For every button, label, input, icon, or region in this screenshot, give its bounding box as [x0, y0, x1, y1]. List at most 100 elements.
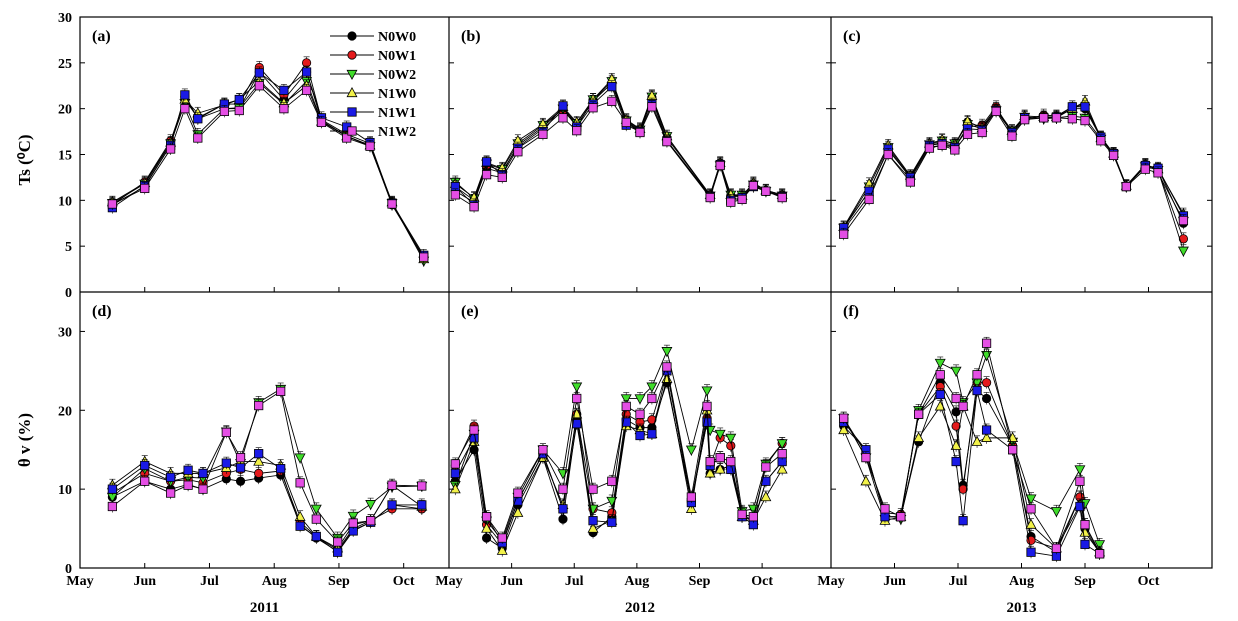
data-point	[958, 401, 968, 411]
legend-entry-N0W1: N0W1	[330, 49, 416, 64]
data-point	[950, 145, 960, 155]
series-N1W1-bottom	[839, 384, 1105, 563]
data-point	[635, 409, 645, 419]
data-point	[838, 423, 850, 435]
data-point	[935, 370, 945, 380]
data-point	[588, 484, 598, 494]
x-tick-label: Aug	[1009, 574, 1034, 589]
panel-label: (d)	[92, 303, 112, 320]
series-line	[843, 381, 1100, 555]
legend: N0W0 N0W1 N0W2 N1W0 N1W1 N1W2	[330, 30, 416, 140]
legend-entry-N1W0: N1W0	[330, 86, 416, 102]
series-N1W1-bottom	[107, 447, 427, 559]
data-point	[558, 113, 568, 123]
data-point	[449, 483, 461, 494]
x-tick-label: Jul	[949, 574, 968, 589]
data-point	[864, 194, 874, 205]
data-point	[1095, 549, 1105, 559]
data-point	[661, 347, 673, 358]
panel-label: (b)	[461, 28, 481, 45]
data-point	[558, 504, 568, 514]
data-point	[180, 104, 190, 114]
legend-label: N1W2	[378, 125, 416, 140]
data-point	[365, 500, 377, 511]
legend-entry-N0W0: N0W0	[330, 30, 416, 45]
data-point	[981, 378, 992, 388]
data-point	[572, 393, 582, 404]
data-point	[715, 452, 725, 463]
legend-label: N0W2	[378, 68, 416, 83]
series-line	[843, 110, 1184, 235]
data-point	[417, 500, 427, 510]
data-point	[417, 481, 427, 491]
data-point	[279, 85, 289, 95]
series-line	[112, 390, 422, 543]
data-point	[1079, 526, 1091, 537]
data-point	[861, 452, 871, 463]
data-point	[1080, 539, 1090, 549]
data-point	[761, 186, 771, 196]
y-tick-label-bottom: 0	[65, 562, 72, 577]
data-point	[235, 476, 246, 486]
data-point	[662, 137, 672, 147]
data-point	[387, 199, 397, 209]
data-point	[221, 458, 231, 468]
data-point	[311, 531, 321, 542]
y-axis-title-top: Ts (⁰C)	[15, 134, 34, 185]
x-tick-label: May	[435, 574, 462, 589]
data-point	[254, 400, 264, 411]
data-point	[198, 468, 208, 478]
data-point	[1067, 102, 1077, 112]
y-tick-label-bottom: 10	[58, 483, 72, 498]
data-point	[469, 202, 479, 212]
data-point	[219, 106, 229, 117]
data-point	[235, 452, 246, 463]
data-point	[366, 516, 376, 526]
data-point	[981, 425, 992, 435]
data-point	[450, 468, 460, 478]
series-N1W2-top	[839, 105, 1189, 241]
data-point	[621, 117, 631, 128]
data-point	[481, 533, 492, 543]
data-point	[737, 509, 747, 519]
data-point	[607, 476, 617, 486]
data-point	[481, 170, 492, 180]
data-point	[294, 453, 306, 464]
data-point	[1026, 547, 1036, 557]
data-point	[951, 456, 961, 467]
series-line	[112, 468, 422, 551]
data-point	[1008, 445, 1018, 455]
data-point	[914, 409, 924, 419]
data-point	[777, 192, 787, 203]
x-tick-label: May	[817, 574, 844, 589]
x-tick-label: Jun	[500, 574, 523, 589]
data-point	[180, 90, 190, 100]
x-tick-label: Jun	[133, 574, 156, 589]
data-point	[1094, 540, 1106, 551]
x-tick-label: Jun	[883, 574, 906, 589]
data-point	[950, 439, 962, 450]
data-point	[558, 484, 568, 494]
data-point	[221, 427, 231, 437]
data-point	[481, 157, 492, 167]
data-point	[481, 512, 492, 522]
x-tick-label: Aug	[262, 574, 287, 589]
data-point	[311, 514, 321, 524]
data-point	[469, 425, 479, 435]
data-point	[860, 475, 872, 486]
data-point	[513, 147, 523, 157]
series-line	[454, 370, 783, 544]
data-point	[276, 386, 286, 396]
data-point	[686, 492, 696, 502]
data-point	[777, 449, 787, 459]
series-line	[843, 382, 1101, 553]
data-point	[183, 480, 193, 490]
x-tick-label: Sep	[328, 574, 350, 589]
series-N0W2-bottom	[106, 382, 428, 545]
series-line	[843, 404, 1100, 553]
data-point	[254, 81, 264, 91]
series-N0W2-top	[449, 74, 788, 205]
data-point	[748, 512, 758, 522]
data-point	[761, 462, 771, 472]
data-point	[235, 463, 246, 473]
